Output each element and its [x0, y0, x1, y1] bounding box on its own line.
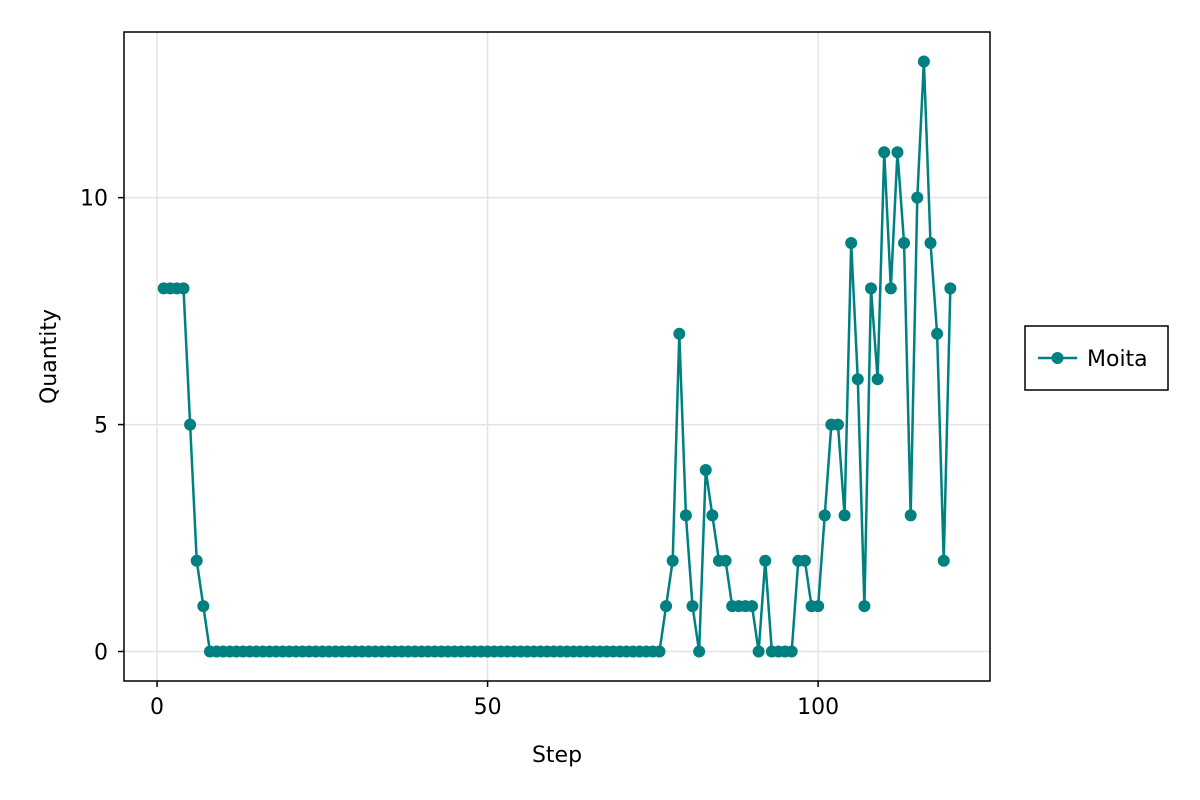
data-point: [720, 555, 732, 567]
data-point: [931, 328, 943, 340]
x-tick-label: 50: [474, 695, 502, 720]
data-point: [839, 509, 851, 521]
data-point: [944, 282, 956, 294]
data-point: [925, 237, 937, 249]
data-point: [799, 555, 811, 567]
data-point: [786, 646, 798, 658]
legend-label: Moita: [1087, 347, 1148, 372]
data-point: [667, 555, 679, 567]
data-point: [680, 509, 692, 521]
data-point: [673, 328, 685, 340]
y-tick-label: 5: [94, 414, 108, 439]
data-point: [905, 509, 917, 521]
data-point: [898, 237, 910, 249]
data-point: [812, 600, 824, 612]
y-tick-label: 0: [94, 641, 108, 666]
data-point: [693, 646, 705, 658]
y-axis-title: Quantity: [37, 309, 62, 404]
y-tick-label: 10: [80, 187, 108, 212]
data-point: [845, 237, 857, 249]
data-point: [653, 646, 665, 658]
data-point: [700, 464, 712, 476]
data-point: [177, 282, 189, 294]
x-tick-label: 100: [797, 695, 839, 720]
data-point: [660, 600, 672, 612]
data-point: [832, 419, 844, 431]
legend-point-marker: [1052, 352, 1064, 364]
data-point: [891, 146, 903, 158]
data-point: [197, 600, 209, 612]
data-point: [918, 56, 930, 68]
data-point: [872, 373, 884, 385]
data-point: [858, 600, 870, 612]
data-point: [938, 555, 950, 567]
x-tick-label: 0: [150, 695, 164, 720]
data-point: [819, 509, 831, 521]
data-point: [706, 509, 718, 521]
data-point: [911, 192, 923, 204]
data-point: [753, 646, 765, 658]
data-point: [191, 555, 203, 567]
data-point: [687, 600, 699, 612]
data-point: [865, 282, 877, 294]
data-point: [878, 146, 890, 158]
data-point: [184, 419, 196, 431]
legend: Moita: [1025, 326, 1168, 390]
data-point: [885, 282, 897, 294]
x-axis-title: Step: [532, 743, 582, 768]
data-point: [852, 373, 864, 385]
data-point: [746, 600, 758, 612]
data-point: [759, 555, 771, 567]
